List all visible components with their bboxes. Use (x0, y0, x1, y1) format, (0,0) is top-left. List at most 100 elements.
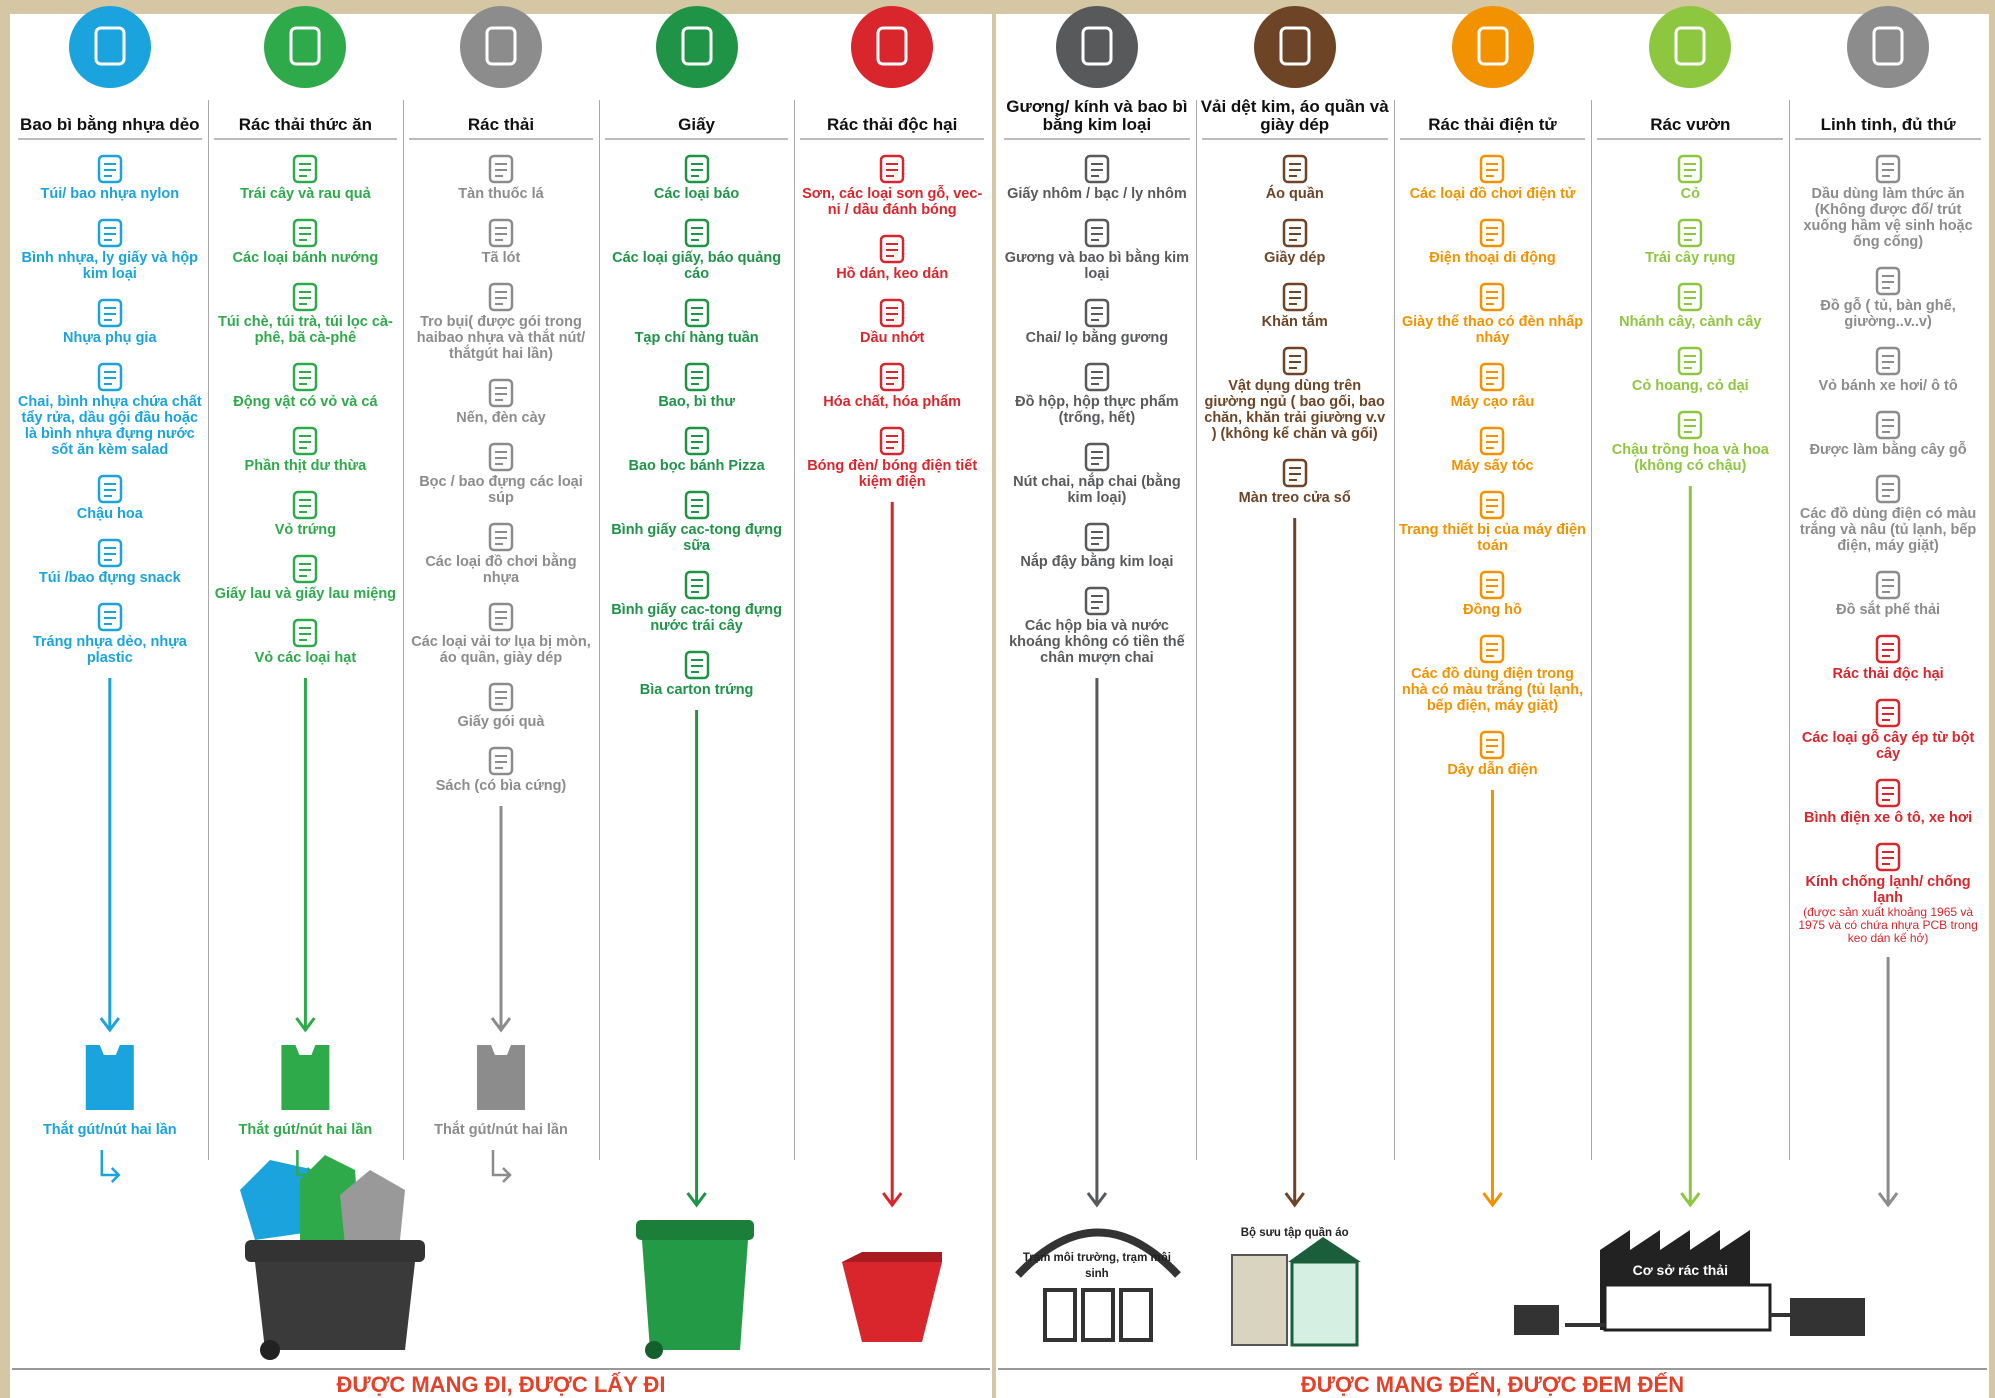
item: Khăn tắm (1262, 280, 1328, 330)
item: Chai/ lọ bằng gương (1026, 296, 1168, 346)
header-glyph (1452, 6, 1534, 88)
item: Vỏ các loại hạt (255, 616, 357, 666)
item: Bóng đèn/ bóng điện tiết kiệm điện (799, 424, 985, 490)
column-title: Linh tinh, đủ thứ (1793, 96, 1983, 134)
item-icon (1475, 152, 1509, 186)
item-label: Rác thải độc hại (1832, 666, 1943, 682)
header-icon (1452, 6, 1534, 88)
icon-detail (1486, 740, 1498, 752)
icon-detail (1882, 420, 1894, 432)
title-underline (1202, 138, 1388, 140)
icon-detail (1684, 228, 1696, 240)
column-divider (1394, 100, 1395, 1160)
item: Được làm bằng cây gỗ (1810, 408, 1967, 458)
item-icon (1673, 152, 1707, 186)
column-title: Rác vườn (1595, 96, 1785, 134)
item: Bình nhựa, ly giấy và hộp kim loại (17, 216, 203, 282)
item-label: Các đồ dùng điện có màu trắng và nâu (tủ… (1794, 506, 1982, 554)
item-label: Đồ gỗ ( tủ, bàn ghế, giường..v..v) (1794, 298, 1982, 330)
item-icon (875, 360, 909, 394)
header-icon (1847, 6, 1929, 88)
item-icon (1475, 360, 1509, 394)
glyph (291, 28, 319, 64)
item-icon (484, 744, 518, 778)
header-glyph (460, 6, 542, 88)
item-icon (484, 520, 518, 554)
icon-detail (691, 164, 703, 176)
item: Máy sấy tóc (1451, 424, 1533, 474)
item: Nhựa phụ gia (63, 296, 156, 346)
icon-detail (1684, 420, 1696, 432)
item-label: Các loại đồ chơi bằng nhựa (408, 554, 594, 586)
item-label: Giấy gói quà (457, 714, 544, 730)
item: Các đồ dùng điện trong nhà có màu trắng … (1399, 632, 1587, 714)
icon-detail (104, 612, 116, 624)
item: Động vật có vỏ và cá (233, 360, 377, 410)
item: Bình giấy cac-tong đựng nước trái cây (604, 568, 790, 634)
item-icon (680, 424, 714, 458)
item: Bìa carton trứng (640, 648, 754, 698)
item-icon (1080, 520, 1114, 554)
item-label: Giày thể thao có đèn nhấp nháy (1399, 314, 1587, 346)
item-label: Các loại bánh nướng (233, 250, 379, 266)
item-label: Túi chè, túi trà, túi lọc cà-phê, bã cà-… (213, 314, 399, 346)
item: Túi chè, túi trà, túi lọc cà-phê, bã cà-… (213, 280, 399, 346)
item-icon (680, 216, 714, 250)
item-icon (1475, 488, 1509, 522)
icon-detail (691, 228, 703, 240)
item-label: Các loại gỗ cây ép từ bột cây (1794, 730, 1982, 762)
footer-rule (12, 1368, 990, 1370)
item-icon (875, 152, 909, 186)
item-icon (1673, 408, 1707, 442)
item-icon (288, 424, 322, 458)
item-icon (484, 440, 518, 474)
icon-detail (1486, 164, 1498, 176)
icon-detail (495, 756, 507, 768)
icon-detail (104, 228, 116, 240)
item-icon (484, 152, 518, 186)
icon-detail (1882, 852, 1894, 864)
footer-title: ĐƯỢC MANG ĐI, ĐƯỢC LẤY ĐI (12, 1372, 990, 1398)
item: Nắp đậy bằng kim loại (1020, 520, 1173, 570)
destination-label: Cơ sở rác thải (1600, 1262, 1760, 1278)
item-label: Phần thịt dư thừa (245, 458, 367, 474)
item-label: Nến, đèn cày (456, 410, 545, 426)
icon-detail (104, 164, 116, 176)
glyph (1281, 28, 1309, 64)
item: Túi /bao đựng snack (39, 536, 181, 586)
title-underline (1004, 138, 1190, 140)
header-icon (1649, 6, 1731, 88)
icon-detail (1882, 708, 1894, 720)
title-underline (605, 138, 789, 140)
item: Hồ dán, keo dán (836, 232, 948, 282)
item-label: Khăn tắm (1262, 314, 1328, 330)
glyph (487, 28, 515, 64)
item-label: Trái cây rụng (1645, 250, 1735, 266)
item-icon (680, 360, 714, 394)
item: Dây dẫn điện (1447, 728, 1537, 778)
item-icon (875, 424, 909, 458)
item-icon (93, 152, 127, 186)
header-glyph (656, 6, 738, 88)
item-icon (680, 488, 714, 522)
item: Cỏ (1673, 152, 1707, 202)
item: Vỏ bánh xe hơi/ ô tô (1818, 344, 1957, 394)
title-underline (18, 138, 202, 140)
item-icon (93, 600, 127, 634)
column-divider (599, 100, 600, 1160)
icon-detail (691, 436, 703, 448)
item: Áo quần (1266, 152, 1324, 202)
header-glyph (69, 6, 151, 88)
item: Giấy lau và giấy lau miệng (215, 552, 396, 602)
item-label: Đồ hộp, hộp thực phẩm (trống, hết) (1003, 394, 1191, 426)
item-label: Túi/ bao nhựa nylon (41, 186, 180, 202)
item-label: Gương và bao bì bằng kim loại (1003, 250, 1191, 282)
icon-detail (1289, 164, 1301, 176)
icon-detail (1289, 292, 1301, 304)
item: Vỏ trứng (275, 488, 336, 538)
item-label: Chai/ lọ bằng gương (1026, 330, 1168, 346)
item-label: Tạp chí hàng tuần (635, 330, 759, 346)
item-icon (288, 216, 322, 250)
item-icon (1475, 728, 1509, 762)
icon-detail (1684, 292, 1696, 304)
